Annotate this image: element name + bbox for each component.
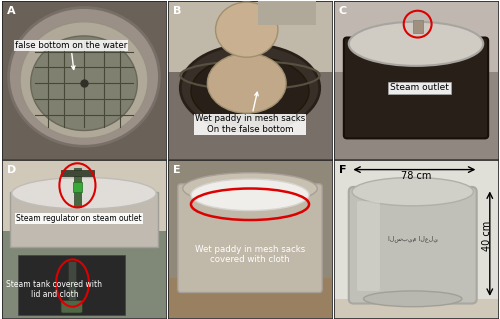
Ellipse shape — [349, 22, 483, 66]
Bar — [334, 1, 498, 72]
Bar — [168, 1, 332, 72]
Text: Steam outlet: Steam outlet — [390, 84, 448, 93]
Bar — [10, 192, 158, 247]
FancyBboxPatch shape — [344, 38, 488, 138]
Bar — [258, 1, 316, 25]
Text: Steam tank covered with
lid and cloth: Steam tank covered with lid and cloth — [6, 280, 102, 299]
Text: 40 cm: 40 cm — [482, 221, 492, 251]
Bar — [168, 278, 332, 318]
Text: E: E — [173, 165, 180, 175]
Bar — [68, 261, 76, 311]
Text: Wet paddy in mesh sacks
covered with cloth: Wet paddy in mesh sacks covered with clo… — [195, 245, 305, 264]
Ellipse shape — [12, 177, 156, 209]
Text: B: B — [173, 6, 182, 16]
Bar — [18, 255, 125, 315]
Ellipse shape — [350, 41, 482, 56]
Ellipse shape — [216, 2, 278, 57]
Text: 78 cm: 78 cm — [401, 171, 431, 181]
Text: السبيم العلي: السبيم العلي — [388, 235, 438, 242]
Bar — [412, 20, 422, 33]
Ellipse shape — [191, 179, 309, 211]
Text: F: F — [339, 165, 346, 175]
Ellipse shape — [20, 22, 148, 138]
Ellipse shape — [30, 36, 138, 130]
Text: C: C — [339, 6, 347, 16]
Ellipse shape — [352, 177, 474, 206]
FancyBboxPatch shape — [349, 187, 476, 304]
FancyBboxPatch shape — [61, 300, 82, 313]
Ellipse shape — [191, 56, 309, 126]
Text: Wet paddy in mesh sacks
On the false bottom: Wet paddy in mesh sacks On the false bot… — [195, 92, 305, 134]
Ellipse shape — [208, 53, 286, 113]
Text: A: A — [7, 6, 16, 16]
Ellipse shape — [183, 173, 317, 204]
Bar — [72, 182, 83, 192]
Text: D: D — [7, 165, 16, 175]
Bar — [61, 170, 94, 176]
Text: false bottom on the water: false bottom on the water — [15, 41, 127, 70]
FancyBboxPatch shape — [178, 184, 322, 293]
Bar — [334, 299, 498, 318]
Bar — [2, 160, 166, 231]
Ellipse shape — [8, 8, 160, 146]
Ellipse shape — [180, 45, 320, 131]
Ellipse shape — [364, 291, 462, 307]
FancyBboxPatch shape — [357, 201, 380, 291]
Text: Steam regulator on steam outlet: Steam regulator on steam outlet — [16, 214, 142, 223]
Bar — [74, 168, 80, 207]
